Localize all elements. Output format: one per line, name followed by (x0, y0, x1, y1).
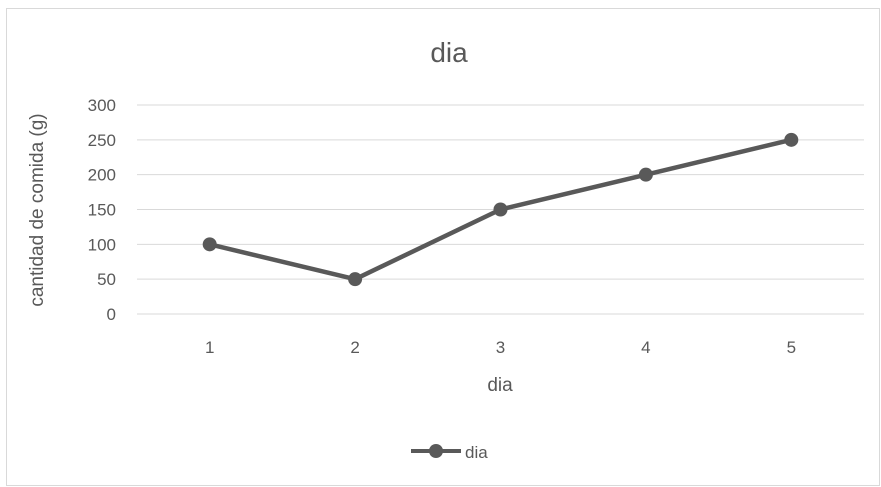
x-axis-ticks: 1 2 3 4 5 (205, 338, 796, 357)
x-tick-label: 1 (205, 338, 214, 357)
x-tick-label: 4 (641, 338, 650, 357)
legend-marker (429, 444, 443, 458)
y-tick-label: 100 (88, 235, 116, 254)
legend[interactable]: dia (411, 443, 488, 462)
data-point[interactable] (493, 202, 508, 217)
series-group (202, 132, 799, 287)
y-axis-ticks: 0 50 100 150 200 250 300 (88, 96, 116, 324)
x-tick-label: 5 (787, 338, 796, 357)
y-tick-label: 0 (107, 305, 116, 324)
data-point[interactable] (202, 237, 217, 252)
y-tick-label: 250 (88, 131, 116, 150)
y-tick-label: 300 (88, 96, 116, 115)
x-tick-label: 3 (496, 338, 505, 357)
gridlines (137, 104, 864, 315)
chart-frame (6, 8, 880, 486)
x-axis-title: dia (487, 375, 513, 396)
data-point[interactable] (638, 167, 653, 182)
y-tick-label: 50 (97, 270, 116, 289)
y-axis-title: cantidad de comida (g) (27, 113, 48, 306)
y-tick-label: 150 (88, 201, 116, 220)
chart-title: dia (430, 37, 468, 68)
y-tick-label: 200 (88, 166, 116, 185)
x-tick-label: 2 (350, 338, 359, 357)
legend-label: dia (465, 443, 488, 462)
data-point[interactable] (348, 272, 363, 287)
data-point[interactable] (784, 132, 799, 147)
